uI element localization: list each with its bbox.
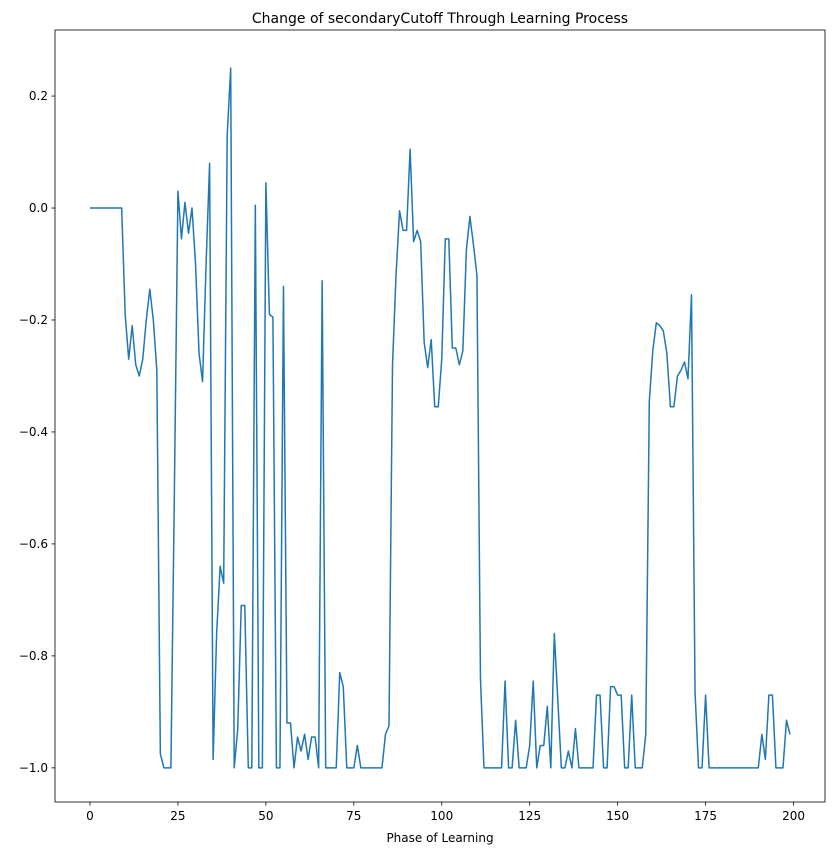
y-tick-label: 0.0: [29, 201, 48, 215]
x-tick-label: 175: [694, 809, 717, 823]
x-tick-label: 50: [258, 809, 273, 823]
y-tick-label: −1.0: [19, 761, 48, 775]
x-tick-label: 100: [430, 809, 453, 823]
y-tick-label: 0.2: [29, 89, 48, 103]
data-line: [90, 67, 791, 769]
x-tick-label: 200: [782, 809, 805, 823]
y-tick-label: −0.6: [19, 537, 48, 551]
x-axis-label: Phase of Learning: [386, 831, 493, 845]
x-tick-label: 25: [170, 809, 185, 823]
plot-frame: [54, 29, 826, 803]
x-tick-label: 150: [606, 809, 629, 823]
y-tick-label: −0.2: [19, 313, 48, 327]
chart-title: Change of secondaryCutoff Through Learni…: [252, 11, 628, 27]
x-tick-label: 125: [518, 809, 541, 823]
y-tick-label: −0.4: [19, 425, 48, 439]
x-tick-label: 0: [86, 809, 94, 823]
y-tick-label: −0.8: [19, 649, 48, 663]
x-tick-label: 75: [346, 809, 361, 823]
